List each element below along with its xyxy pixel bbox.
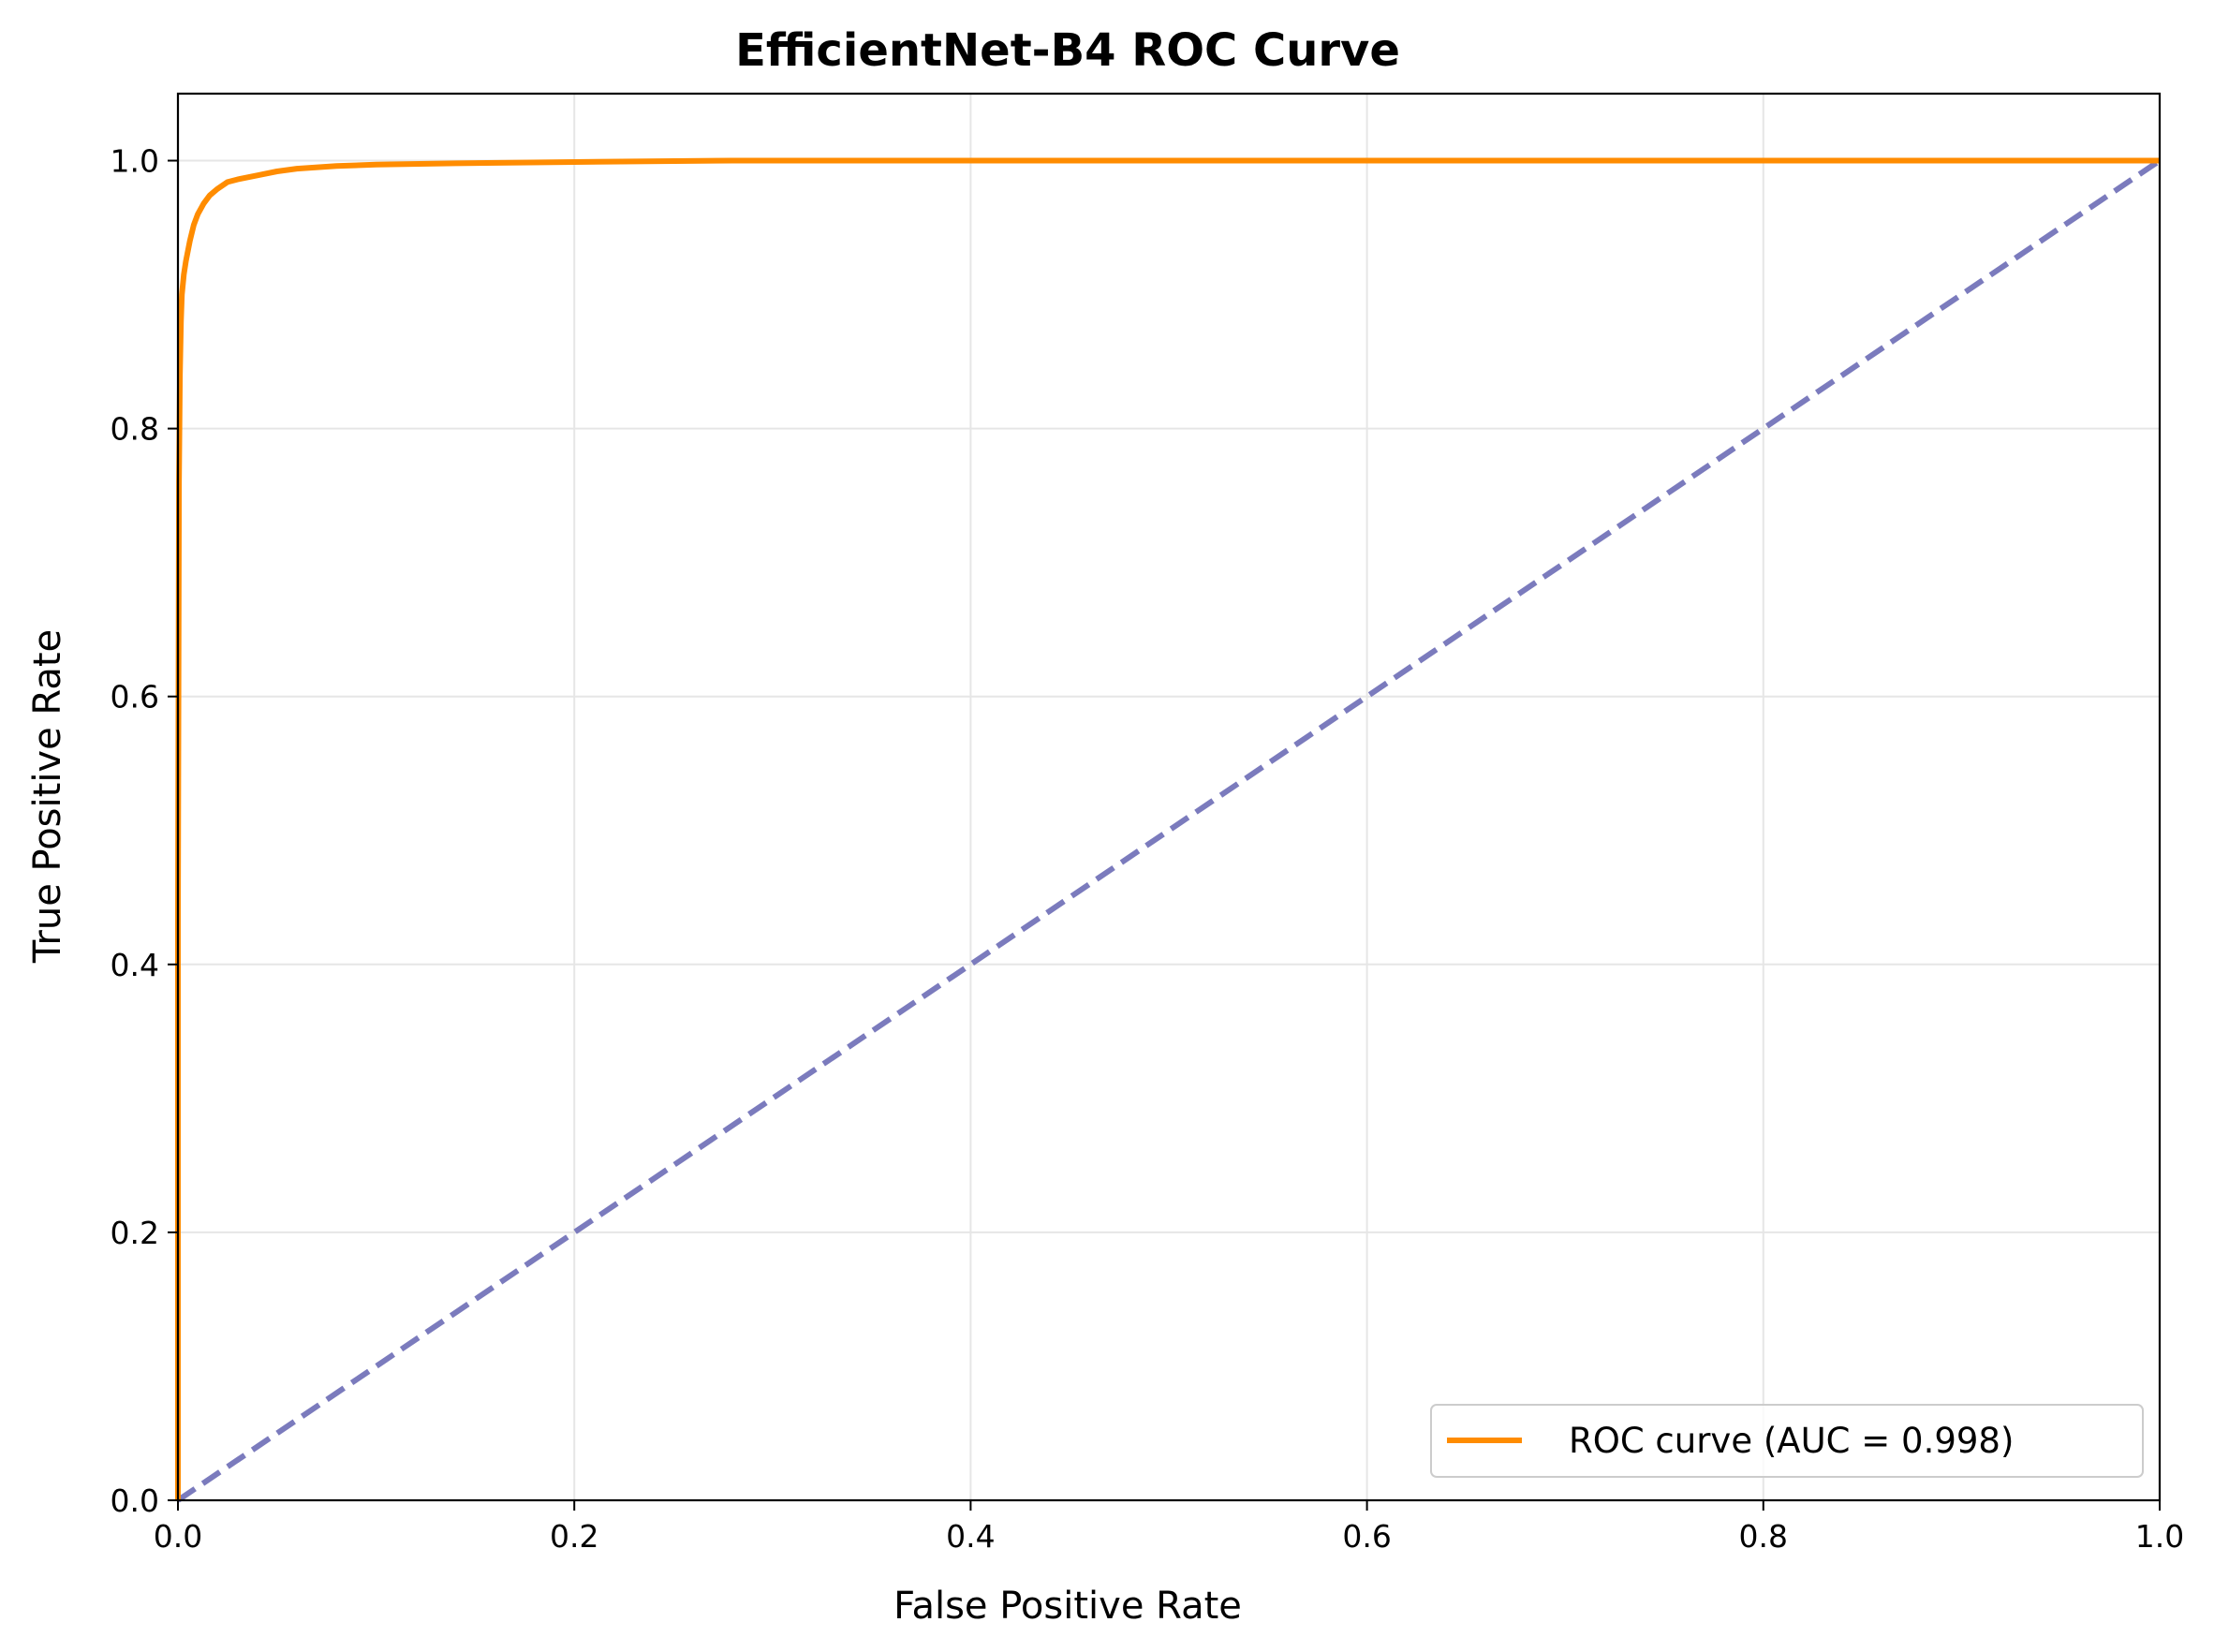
y-tick-label: 0.8 (111, 411, 159, 448)
y-tick-label: 0.2 (111, 1215, 159, 1251)
y-tick-label: 1.0 (111, 143, 159, 180)
x-tick-label: 0.0 (154, 1518, 202, 1555)
chart-title: EfficientNet-B4 ROC Curve (735, 24, 1400, 77)
y-tick-label: 0.6 (111, 679, 159, 715)
x-tick-label: 0.6 (1342, 1518, 1391, 1555)
x-tick-label: 0.4 (946, 1518, 995, 1555)
x-axis-label: False Positive Rate (893, 1585, 1242, 1628)
legend-box (1430, 1404, 2144, 1478)
roc-curve-line (175, 157, 2160, 1500)
x-tick-label: 1.0 (2135, 1518, 2184, 1555)
x-tick-label: 0.2 (550, 1518, 598, 1555)
legend-label-roc: ROC curve (AUC = 0.998) (1569, 1421, 2014, 1461)
y-tick-label: 0.0 (111, 1482, 159, 1519)
series-lines (175, 157, 2162, 1503)
axis-ticks: 0.0 0.2 0.4 0.6 0.8 1.0 0.0 0.2 0.4 0.6 0.8 1.0 (111, 143, 2185, 1555)
y-tick-label: 0.4 (111, 947, 159, 983)
grid-lines (177, 94, 2161, 1501)
x-tick-label: 0.8 (1739, 1518, 1788, 1555)
random-baseline-line (176, 158, 2162, 1503)
legend: ROC curve (AUC = 0.998) (1430, 1404, 2144, 1478)
plot-frame (176, 92, 2162, 1502)
y-axis-label: True Positive Rate (26, 629, 69, 964)
